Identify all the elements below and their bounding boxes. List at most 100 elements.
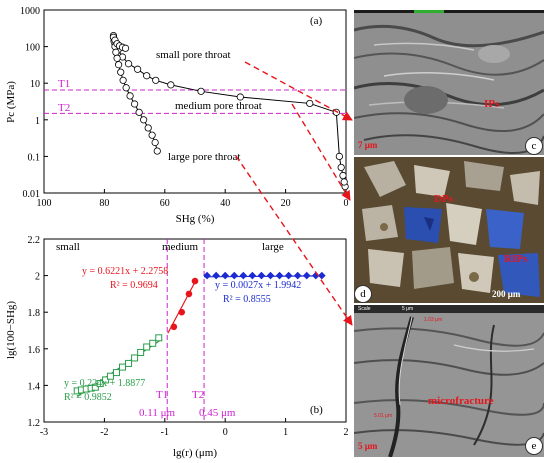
point-small <box>96 380 104 388</box>
point-intrusion <box>124 60 133 68</box>
point-small <box>125 359 133 367</box>
point-extrusion <box>126 92 134 100</box>
panel-a-y-ticks: 0.01 0.1 1 10 100 1000 <box>20 6 48 200</box>
connector-arrows <box>235 61 353 326</box>
b-ytick-label: 1.4 <box>28 381 41 392</box>
point-large <box>212 271 220 280</box>
point-intrusion <box>236 93 244 101</box>
label-t2-a: T2 <box>58 102 70 114</box>
panel-a-chart: 0.01 0.1 1 10 100 1000 100 80 60 40 20 0 (a) small… <box>5 6 349 225</box>
point-large <box>257 271 266 280</box>
a-ytick-label: 100 <box>25 43 40 54</box>
micrograph-e-dims1: 1.03 μm <box>424 317 443 323</box>
point-large <box>203 271 211 280</box>
point-medium <box>170 323 178 331</box>
panel-b-x-ticks: -3 -2 -1 0 1 2 <box>40 418 349 438</box>
label-large-pore-throat: large pore throat <box>168 151 241 163</box>
panel-a-x-ticks: 100 80 60 40 20 0 <box>37 189 349 209</box>
point-small <box>149 339 157 347</box>
point-intrusion <box>197 87 205 95</box>
point-small <box>131 354 139 362</box>
micrograph-d-label-rips: RIPs <box>504 253 528 265</box>
arrow-to-d <box>291 103 351 201</box>
r2-blue: R² = 0.8555 <box>223 294 271 305</box>
point-intrusion <box>143 72 151 80</box>
panel-a-xlabel: SHg (%) <box>176 213 215 225</box>
a-xtick-label: 80 <box>99 198 109 209</box>
region-large: large <box>262 241 284 253</box>
label-t1-b: T1 <box>156 389 168 401</box>
b-ytick-label: 1.8 <box>28 308 41 319</box>
panel-a-threshold-lines <box>44 89 346 114</box>
panel-b-ylabel: lg(100−SHg) <box>5 301 17 359</box>
b-xtick-label: -1 <box>161 427 169 438</box>
micrograph-c-label: IPs <box>484 98 500 110</box>
r2-red: R² = 0.9694 <box>110 280 158 291</box>
point-medium <box>185 290 193 298</box>
point-small <box>155 334 163 342</box>
micrograph-e-letter: e <box>525 437 543 455</box>
b-ytick-label: 1.2 <box>28 418 41 429</box>
point-extrusion <box>114 61 123 69</box>
a-xtick-label: 40 <box>220 198 230 209</box>
b-ytick-label: 2 <box>35 272 40 283</box>
micrograph-e-top-text: Scale <box>358 306 371 312</box>
arrow-to-c <box>244 61 353 121</box>
point-intrusion <box>337 163 345 172</box>
panel-b-series <box>73 271 326 395</box>
label-t2-b: T2 <box>192 389 204 401</box>
point-intrusion <box>134 65 142 73</box>
b-ytick-label: 2.2 <box>28 235 41 246</box>
point-large <box>275 271 284 280</box>
a-ytick-label: 10 <box>30 79 40 90</box>
label-medium-pore-throat: medium pore throat <box>175 100 262 112</box>
point-extrusion <box>148 131 156 139</box>
point-large <box>284 271 293 280</box>
a-xtick-label: 60 <box>160 198 170 209</box>
micrograph-e-dims2: 5.01 μm <box>374 413 393 419</box>
b-xtick-label: 1 <box>283 427 288 438</box>
point-large <box>312 271 320 280</box>
point-extrusion <box>144 124 152 132</box>
micrograph-d-label-dps: DPs <box>434 193 453 205</box>
point-large <box>248 271 257 280</box>
region-medium: medium <box>162 241 198 253</box>
panel-b-letter: (b) <box>310 404 323 416</box>
point-small <box>119 363 127 371</box>
point-small <box>143 343 151 351</box>
b-xtick-label: 0 <box>223 427 228 438</box>
micrograph-e: Scale 5 μm 1.03 μm 5.01 μm microfracture… <box>354 305 544 457</box>
eq-green: y = 0.224x + 1.8877 <box>64 378 145 389</box>
point-extrusion <box>117 68 125 76</box>
label-t2-value: 0.45 μm <box>199 407 236 419</box>
point-small <box>137 348 145 356</box>
point-upper-branch <box>121 44 130 52</box>
b-xtick-label: -2 <box>100 427 108 438</box>
micrograph-d: DPs RIPs 200 μm d <box>354 157 544 303</box>
micrograph-d-texture <box>354 157 544 303</box>
point-intrusion <box>306 99 314 108</box>
a-ytick-label: 0.1 <box>28 152 41 163</box>
point-extrusion <box>119 76 127 84</box>
point-extrusion <box>135 108 143 116</box>
b-ytick-label: 1.6 <box>28 345 41 356</box>
micrograph-c-letter: c <box>525 137 543 155</box>
panel-a-series <box>109 31 349 191</box>
micrograph-c-scale: 7 μm <box>358 140 378 150</box>
point-large <box>318 271 326 280</box>
panel-a-frame <box>43 9 347 194</box>
point-large <box>266 271 275 280</box>
micrograph-e-top-scale: 5 μm <box>402 306 414 312</box>
micrograph-e-scale: 5 μm <box>358 441 378 451</box>
b-xtick-label: -3 <box>40 427 48 438</box>
point-medium <box>191 277 199 285</box>
panel-b-xlabel: lg(r) (μm) <box>173 447 217 459</box>
panel-b-frame <box>43 238 347 423</box>
point-intrusion <box>167 81 175 89</box>
a-ytick-label: 1 <box>35 116 40 127</box>
arrow-to-e <box>235 155 353 326</box>
point-intrusion <box>152 76 160 84</box>
point-large <box>302 271 311 280</box>
point-intrusion <box>340 178 348 186</box>
